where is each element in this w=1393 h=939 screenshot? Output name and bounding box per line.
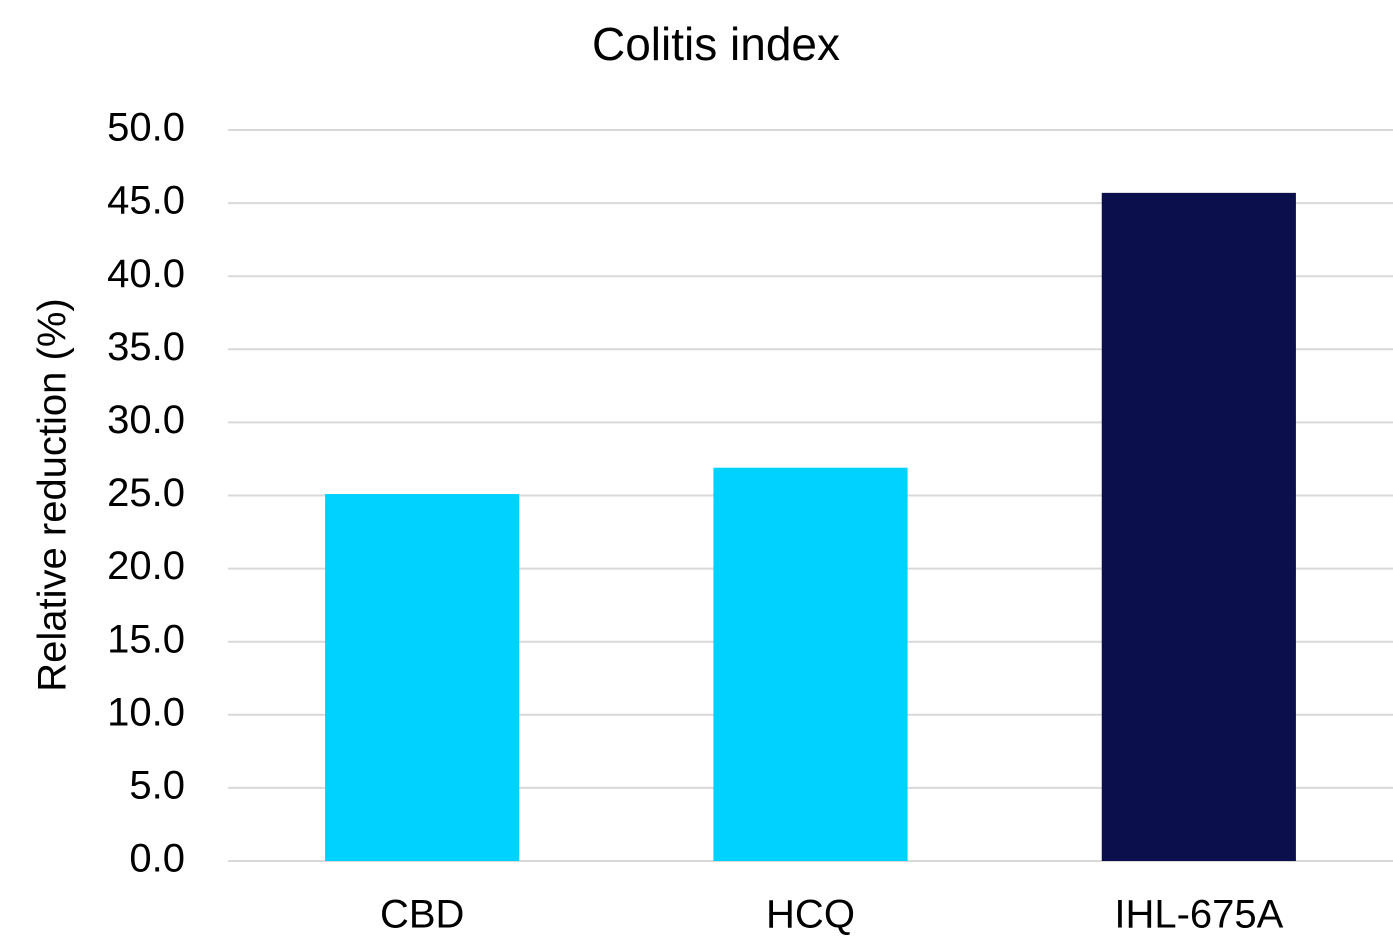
y-tick-label: 20.0 [107,544,185,588]
y-tick-label: 0.0 [129,837,185,881]
x-tick-label: CBD [380,893,464,937]
x-tick-label: HCQ [766,893,855,937]
bar [1101,192,1296,862]
y-tick-label: 15.0 [107,617,185,661]
y-axis-label: Relative reduction (%) [31,298,75,692]
y-tick-label: 25.0 [107,471,185,515]
y-tick-label: 40.0 [107,252,185,296]
x-tick-label: IHL-675A [1114,893,1283,937]
y-tick-label: 5.0 [129,763,185,807]
bar [713,467,908,861]
bar [325,494,520,861]
y-tick-label: 30.0 [107,398,185,442]
y-tick-label: 35.0 [107,325,185,369]
y-tick-label: 10.0 [107,690,185,734]
chart-title: Colitis index [592,18,840,70]
y-tick-label: 50.0 [107,106,185,150]
y-tick-label: 45.0 [107,179,185,223]
